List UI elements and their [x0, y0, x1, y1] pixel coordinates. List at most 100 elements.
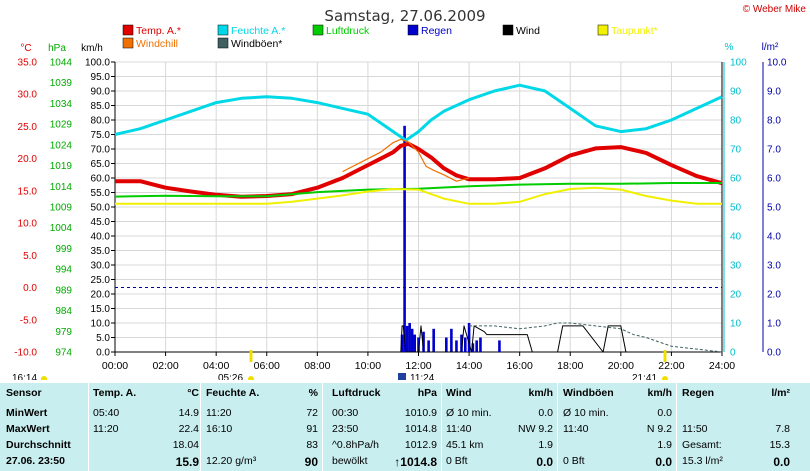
table-cell-value: 14.9 [178, 407, 199, 419]
rain-tick-label: 1.0 [767, 319, 781, 330]
kmh-tick-label: 50.0 [91, 203, 111, 214]
weather-chart: Samstag, 27.06.2009 Temp. A.* Feuchte A.* L… [12, 7, 787, 380]
axis-unit-rain: l/m² [762, 42, 779, 53]
temp-tick-label: 35.0 [18, 58, 38, 69]
rain-bar [432, 328, 435, 352]
rain-bar [422, 331, 425, 352]
axis-unit-kmh: km/h [81, 43, 103, 54]
temp-tick-label: 5.0 [23, 251, 37, 262]
legend-label: Feuchte A.* [231, 25, 285, 37]
table-cell-value: 0.0 [773, 455, 790, 469]
hpa-tick-label: 1019 [50, 161, 73, 172]
table-header-unit: km/h [528, 387, 553, 399]
table-cell-value: 0.0 [655, 455, 672, 469]
rain-bar [450, 328, 453, 352]
rain-tick-label: 0.0 [767, 348, 781, 359]
rain-bar [463, 337, 467, 352]
kmh-tick-label: 75.0 [91, 130, 111, 141]
column-divider [441, 383, 442, 471]
table-cell-meta: 12.20 g/m³ [206, 455, 257, 467]
table-cell-meta: 0 Bft [563, 455, 585, 467]
legend-swatch [312, 24, 324, 36]
sunrise-left-label: 16:14 [12, 373, 37, 380]
kmh-tick-label: 80.0 [91, 116, 111, 127]
rain-bar [475, 340, 478, 352]
table-cell-value: N 9.2 [646, 423, 672, 435]
table-header-title: Luftdruck [332, 387, 381, 399]
hpa-tick-label: 974 [55, 348, 72, 359]
sunrise-label: 05:26 [218, 373, 243, 380]
percent-tick-label: 60 [730, 174, 742, 185]
percent-tick-label: 20 [730, 290, 742, 301]
temp-tick-label: 15.0 [18, 186, 38, 197]
table-cell-value: 1010.9 [404, 407, 437, 419]
table-cell-meta: 16:10 [206, 423, 233, 435]
legend-label: Taupunkt* [611, 25, 658, 37]
hpa-tick-label: 1039 [50, 78, 73, 89]
temp-tick-label: 25.0 [18, 122, 38, 133]
table-cell-value: 72 [306, 407, 318, 419]
rain-bar [410, 328, 414, 352]
rain-tick-label: 9.0 [767, 87, 781, 98]
rain-bar [403, 125, 406, 352]
legend-label: Windchill [136, 38, 178, 50]
kmh-tick-label: 100.0 [85, 58, 110, 69]
series-line-taupunkt [115, 186, 722, 205]
time-tick-label: 22:00 [658, 360, 684, 372]
table-cell-value: 1.9 [538, 439, 553, 451]
table-cell-value: 83 [306, 439, 318, 451]
table-header-unit: km/h [647, 387, 672, 399]
table-row-label: MinWert [6, 407, 48, 419]
hpa-tick-label: 994 [55, 265, 72, 276]
percent-tick-label: 90 [730, 87, 742, 98]
table-cell-value: 1012.9 [404, 439, 437, 451]
rain-bar [467, 323, 471, 352]
temp-tick-label: -5.0 [20, 315, 38, 326]
table-cell-value: 90 [304, 455, 318, 469]
rain-tick-label: 4.0 [767, 232, 781, 243]
temp-tick-label: 20.0 [18, 154, 38, 165]
percent-tick-label: 80 [730, 116, 742, 127]
legend-label: Regen [421, 25, 452, 37]
rain-tick-label: 7.0 [767, 145, 781, 156]
kmh-tick-label: 0.0 [96, 348, 110, 359]
time-tick-label: 20:00 [608, 360, 634, 372]
series-line-wind [317, 325, 722, 353]
legend-swatch [217, 24, 229, 36]
table-cell-value: 1.9 [657, 439, 672, 451]
table-cell-meta: bewölkt [332, 455, 368, 467]
rain-tick-label: 10.0 [767, 58, 787, 69]
table-cell-meta: 0 Bft [446, 455, 468, 467]
percent-tick-label: 70 [730, 145, 742, 156]
table-row-label: Durchschnitt [6, 439, 71, 451]
table-cell-meta: 11:40 [446, 423, 472, 435]
rain-bar [405, 325, 409, 352]
table-cell-value: NW 9.2 [517, 423, 553, 435]
rain-bar [400, 334, 404, 352]
hpa-tick-label: 1009 [50, 203, 73, 214]
hpa-tick-label: 999 [55, 244, 72, 255]
noon-icon [398, 373, 406, 380]
table-cell-value: 15.3 [769, 439, 790, 451]
sun-icon [248, 376, 254, 380]
series-line-windb-en [469, 322, 723, 353]
axis-unit-hpa: hPa [48, 43, 66, 54]
rain-tick-label: 5.0 [767, 203, 781, 214]
legend-swatch [597, 24, 609, 36]
time-tick-label: 24:00 [709, 360, 735, 372]
table-cell-value: 91 [306, 423, 318, 435]
rain-tick-label: 3.0 [767, 261, 781, 272]
time-tick-label: 06:00 [254, 360, 280, 372]
table-cell-meta: 11:40 [563, 423, 589, 435]
percent-tick-label: 50 [730, 203, 742, 214]
kmh-tick-label: 15.0 [91, 304, 111, 315]
rain-bar [471, 343, 475, 352]
rain-bar [445, 337, 448, 352]
hpa-tick-label: 1044 [50, 58, 73, 69]
table-cell-value: 0.0 [538, 407, 553, 419]
table-cell-meta: 15.3 l/m² [682, 455, 723, 467]
rain-tick-label: 8.0 [767, 116, 781, 127]
table-cell-meta: Ø 10 min. [446, 407, 492, 419]
rain-tick-label: 2.0 [767, 290, 781, 301]
sun-icon [662, 376, 668, 380]
